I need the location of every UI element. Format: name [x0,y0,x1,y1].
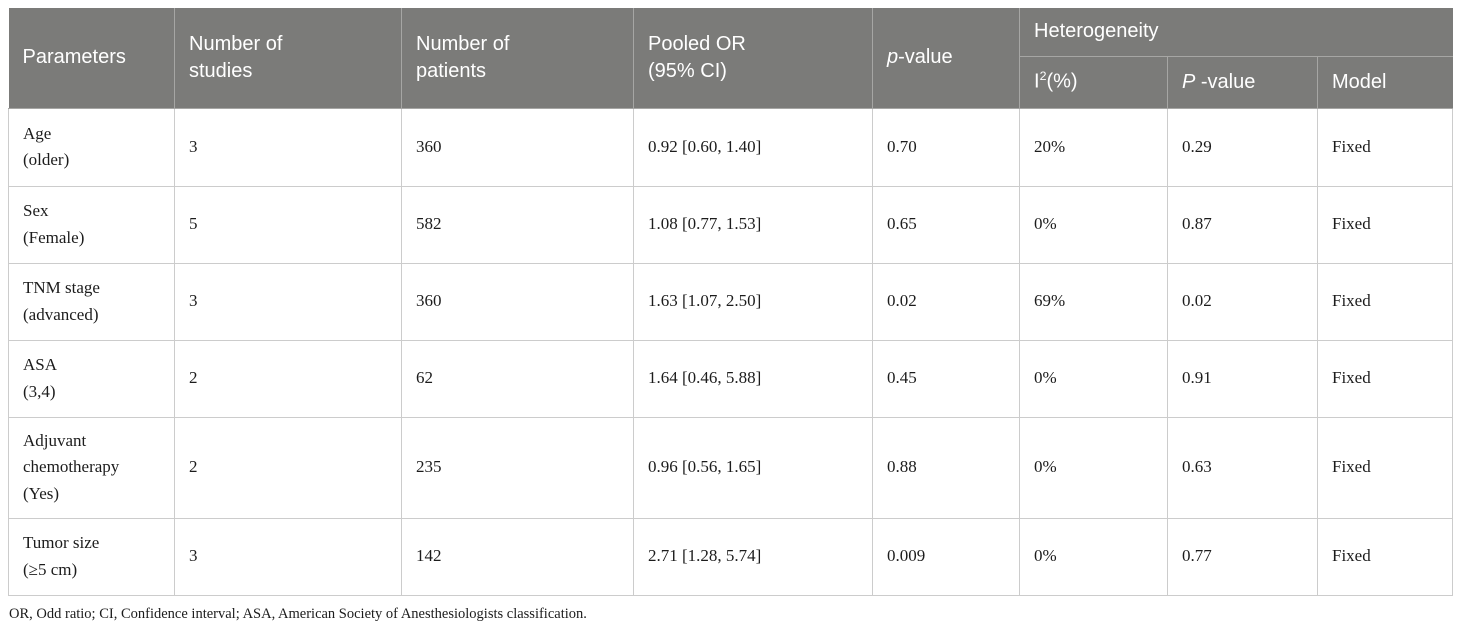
pooled-or-cell: 2.71 [1.28, 5.74] [633,517,873,596]
col-group-heterogeneity: Heterogeneity [1018,8,1453,57]
model-cell: Fixed [1316,517,1454,596]
col-header-het-p-value: P -value [1167,55,1318,109]
model-label: Model [1332,70,1387,93]
param-name: Adjuvant chemotherapy [23,430,120,477]
p-value-rest: -value [898,46,953,69]
pooled-or-cell: 0.96 [0.56, 1.65] [633,416,873,519]
pooled-or-cell: 1.63 [1.07, 2.50] [633,262,873,341]
i2-cell: 0% [1019,517,1168,596]
table-header: Parameters Number of studies Number of p… [8,8,1453,109]
patients-cell: 62 [401,339,634,418]
patients-cell: 360 [401,107,634,187]
col-header-number-of-patients-label: Number of patients [416,32,510,82]
param-name: Age [23,123,52,143]
patients-cell: 360 [401,262,634,341]
het-p-cell: 0.02 [1167,262,1318,341]
studies-cell: 5 [174,185,402,264]
i2-cell: 20% [1019,107,1168,187]
table-row: ASA (3,4) 2 62 1.64 [0.46, 5.88] 0.45 0% … [8,339,1454,418]
p-value-cell: 0.45 [872,339,1020,418]
param-detail: (≥5 cm) [23,559,78,579]
p-value-cell: 0.70 [872,107,1020,187]
het-p-cell: 0.77 [1167,517,1318,596]
param-cell: ASA (3,4) [8,339,175,418]
table-row: Adjuvant chemotherapy (Yes) 2 235 0.96 [0… [8,416,1454,519]
param-cell: Adjuvant chemotherapy (Yes) [8,416,175,519]
model-cell: Fixed [1316,339,1454,418]
patients-cell: 582 [401,185,634,264]
col-header-parameters: Parameters [8,8,175,109]
header-row-main: Parameters Number of studies Number of p… [8,8,1453,109]
i2-cell: 0% [1019,185,1168,264]
p-value-italic: p [887,46,899,69]
studies-cell: 3 [174,517,402,596]
param-detail: (older) [23,150,70,169]
col-header-i2: I2(%) [1019,55,1168,109]
param-cell: Tumor size (≥5 cm) [8,517,175,596]
param-detail: (advanced) [23,304,99,324]
het-p-cell: 0.91 [1167,339,1318,418]
table-row: TNM stage (advanced) 3 360 1.63 [1.07, 2.… [8,262,1454,341]
patients-cell: 142 [401,517,634,596]
i2-base: I [1034,70,1040,93]
param-name: ASA [23,355,58,375]
param-cell: Age (older) [8,107,175,187]
p-value-cell: 0.88 [872,416,1020,519]
p-value-cell: 0.65 [872,185,1020,264]
col-header-number-of-studies-label: Number of studies [189,32,283,82]
col-header-parameters-label: Parameters [22,46,126,69]
model-cell: Fixed [1316,416,1454,519]
table-row: Sex (Female) 5 582 1.08 [0.77, 1.53] 0.65… [8,185,1454,264]
p-value-cell: 0.02 [872,262,1020,341]
pooled-or-cell: 1.64 [0.46, 5.88] [633,339,873,418]
i2-cell: 0% [1019,416,1168,519]
param-name: TNM stage [23,278,100,298]
model-cell: Fixed [1316,262,1454,341]
col-header-p-value: p-value [872,8,1020,109]
studies-cell: 3 [174,262,402,341]
heterogeneity-label: Heterogeneity [1034,20,1159,43]
model-cell: Fixed [1316,107,1454,187]
het-p-cell: 0.63 [1167,416,1318,519]
param-cell: TNM stage (advanced) [8,262,175,341]
param-cell: Sex (Female) [8,185,175,264]
table-footnote: OR, Odd ratio; CI, Confidence interval; … [9,605,587,622]
param-detail: (Female) [23,227,85,247]
col-header-number-of-patients: Number of patients [401,8,634,109]
studies-cell: 2 [174,416,402,519]
col-header-model: Model [1316,55,1453,109]
studies-cell: 2 [174,339,402,418]
param-detail: (Yes) [23,483,60,503]
meta-analysis-table: Parameters Number of studies Number of p… [8,8,1454,596]
header-row-sub: I2(%) P -value Model [9,55,1453,109]
het-p-italic: P [1182,70,1196,93]
i2-superscript: 2 [1039,69,1047,84]
table-row: Tumor size (≥5 cm) 3 142 2.71 [1.28, 5.74… [8,517,1454,596]
het-p-cell: 0.29 [1167,107,1318,187]
pooled-or-cell: 0.92 [0.60, 1.40] [633,107,873,187]
het-p-cell: 0.87 [1167,185,1318,264]
i2-cell: 0% [1019,339,1168,418]
col-header-pooled-or-label: Pooled OR (95% CI) [648,32,746,82]
model-cell: Fixed [1316,185,1454,264]
col-header-pooled-or: Pooled OR (95% CI) [633,8,873,109]
pooled-or-cell: 1.08 [0.77, 1.53] [633,185,873,264]
table-row: Age (older) 3 360 0.92 [0.60, 1.40] 0.70 … [8,107,1454,187]
param-detail: (3,4) [23,381,56,401]
studies-cell: 3 [174,107,402,187]
patients-cell: 235 [401,416,634,519]
param-name: Sex [23,201,49,221]
col-header-number-of-studies: Number of studies [174,8,402,109]
i2-cell: 69% [1019,262,1168,341]
p-value-cell: 0.009 [872,517,1020,596]
param-name: Tumor size [23,533,100,553]
het-p-rest: -value [1195,70,1256,93]
i2-rest: (%) [1046,70,1078,93]
table-body: Age (older) 3 360 0.92 [0.60, 1.40] 0.70 … [8,107,1454,596]
